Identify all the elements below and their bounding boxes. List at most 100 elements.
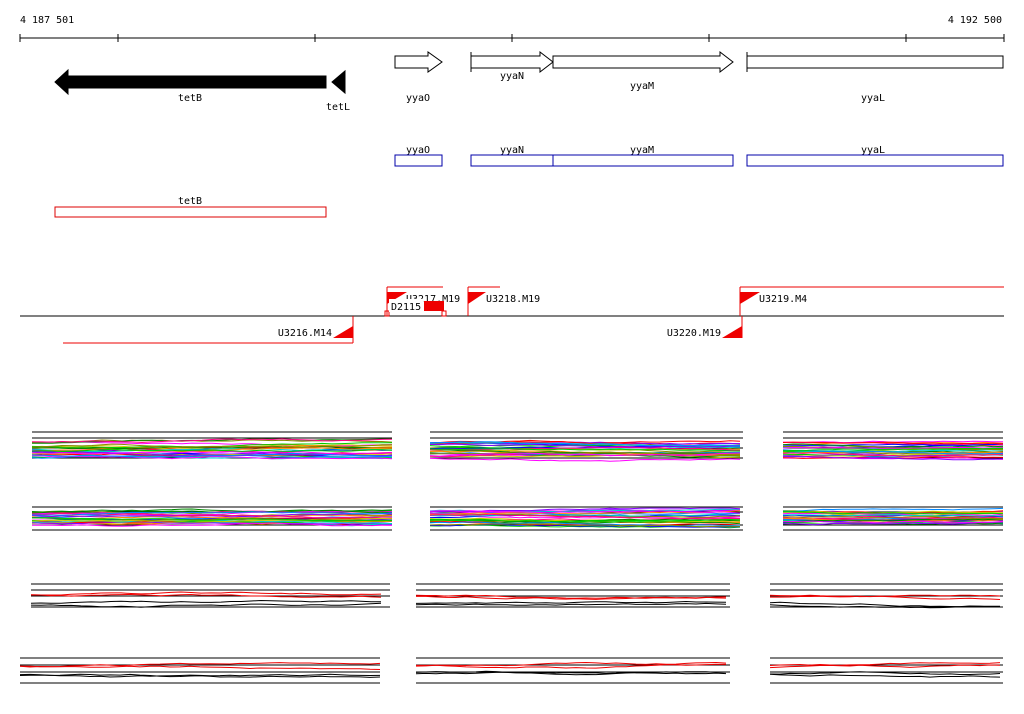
box-label-yyaO: yyaO [406, 145, 430, 156]
profile-line [782, 520, 1004, 524]
profile-line [429, 523, 741, 528]
profile-line [782, 507, 1004, 512]
profile-line [31, 511, 393, 516]
profile-line [429, 521, 741, 527]
profile-line [415, 594, 727, 599]
transcript-label-U3220: U3220.M19 [667, 328, 721, 339]
profile-line [31, 448, 393, 453]
profile-line [415, 661, 727, 667]
gene-arrow-tetL[interactable] [331, 69, 346, 95]
profile-line [31, 443, 393, 448]
profile-line [429, 454, 741, 459]
feature-D2115[interactable]: D2115 [384, 299, 447, 317]
box-label-tetB: tetB [178, 196, 202, 207]
transcript-U3216[interactable]: U3216.M14 [63, 316, 354, 344]
gene-box-yyaL[interactable] [746, 154, 1004, 167]
profile-line [31, 455, 393, 460]
profile-line [429, 443, 741, 448]
transcript-label-U3216: U3216.M14 [278, 328, 332, 339]
gene-label-yyaL: yyaL [861, 93, 885, 104]
gene-label-yyaN: yyaN [500, 71, 524, 82]
ruler-end-label: 4 192 500 [948, 15, 1002, 26]
profile-line [429, 510, 741, 514]
gene-track: tetB tetL yyaO yyaN yyaM yyaL [54, 50, 1004, 113]
profile-line [782, 455, 1004, 461]
coordinate-ruler: 4 187 501 4 192 500 [19, 15, 1005, 42]
profile-line [429, 441, 741, 445]
profile-line [31, 438, 393, 444]
profile-line [769, 662, 1001, 666]
profile-line [769, 604, 1001, 609]
profile-line [31, 510, 393, 516]
profile-line [429, 513, 741, 520]
profile-line [31, 517, 393, 522]
feature-label-D2115: D2115 [391, 302, 421, 313]
profile-line [769, 664, 1001, 669]
gene-label-tetL: tetL [326, 102, 350, 113]
profile-line [31, 513, 393, 518]
profile-line [782, 447, 1003, 452]
profile-line [429, 512, 741, 518]
profile-line [31, 508, 393, 514]
profile-line [769, 671, 1001, 675]
gene-label-yyaO: yyaO [406, 93, 430, 104]
profile-line [31, 444, 393, 450]
profile-line [32, 522, 393, 527]
profile-line [429, 457, 741, 462]
gene-label-yyaM: yyaM [630, 81, 654, 92]
profile-line [429, 441, 741, 447]
profile-line [429, 452, 741, 457]
profile-line [769, 594, 1001, 598]
profile-line [31, 452, 393, 458]
box-label-yyaN: yyaN [500, 145, 524, 156]
gene-box-yyaO[interactable] [394, 154, 443, 167]
transcript-label-U3217: U3217.M19 [406, 294, 460, 305]
expression-profiles [19, 431, 1004, 684]
gene-label-tetB: tetB [178, 93, 202, 104]
profile-line [782, 441, 1004, 445]
profile-line [782, 518, 1004, 523]
transcript-label-U3219: U3219.M4 [759, 294, 807, 305]
profile-line [782, 521, 1004, 526]
profile-line [30, 602, 382, 608]
transcript-label-U3218: U3218.M19 [486, 294, 540, 305]
profile-line [782, 449, 1004, 455]
profile-line [782, 453, 1004, 457]
profile-line [415, 671, 727, 676]
profile-line [30, 593, 382, 598]
profile-line [30, 599, 381, 604]
profile-line [429, 446, 741, 451]
profile-line [31, 447, 393, 453]
profile-line [31, 451, 393, 455]
profile-line [415, 670, 727, 675]
gene-box-yyaN[interactable] [470, 154, 554, 167]
transcript-U3220[interactable]: U3220.M19 [667, 316, 743, 339]
profile-line [31, 518, 393, 523]
ruler-start-label: 4 187 501 [20, 15, 74, 26]
gene-box-yyaM[interactable] [552, 154, 734, 167]
profile-line [782, 511, 1004, 515]
profile-line [782, 443, 1004, 448]
gene-arrow-yyaO[interactable] [394, 51, 443, 73]
gene-arrow-tetB[interactable] [54, 68, 327, 96]
profile-line [429, 448, 740, 452]
transcript-track: U3217.M19 D2115 U3218.M19 U3219.M4 [20, 286, 1004, 344]
transcript-U3219[interactable]: U3219.M4 [739, 286, 1004, 316]
profile-line [782, 514, 1004, 517]
profile-line [782, 443, 1004, 447]
gene-arrow-yyaN[interactable] [470, 50, 554, 74]
box-label-yyaM: yyaM [630, 145, 654, 156]
transcript-U3218[interactable]: U3218.M19 [467, 286, 540, 316]
annotation-track: yyaO yyaN yyaM yyaL tetB [54, 145, 1004, 218]
profile-line [783, 516, 1004, 520]
profile-line [769, 673, 1001, 678]
gene-arrow-yyaL[interactable] [746, 55, 1004, 69]
profile-line [429, 510, 741, 516]
profile-line [19, 673, 381, 678]
profile-line [415, 602, 727, 606]
gene-box-tetB[interactable] [54, 206, 327, 218]
profile-line [30, 591, 382, 596]
box-label-yyaL: yyaL [861, 145, 885, 156]
gene-arrow-yyaM[interactable] [552, 50, 734, 74]
